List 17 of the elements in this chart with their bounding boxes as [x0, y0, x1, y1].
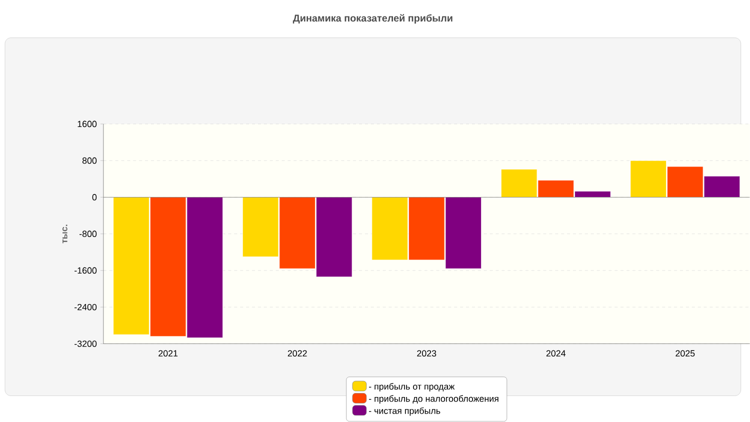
x-tick-label: 2023: [417, 350, 436, 357]
y-axis-title: тыс.: [62, 224, 68, 244]
y-tick-label: 1600: [78, 121, 97, 128]
chart-title: Динамика показателей прибыли: [292, 14, 452, 24]
y-tick-label: -3200: [74, 340, 97, 348]
x-tick-label: 2025: [676, 350, 695, 357]
y-tick-label: 0: [92, 194, 97, 201]
x-tick-label: 2022: [288, 350, 307, 357]
y-tick-label: -2400: [74, 304, 97, 310]
x-tick-label: 2024: [546, 350, 566, 357]
y-tick-label: -1600: [74, 268, 97, 274]
legend-label: - прибыль до налогообложения: [369, 395, 498, 404]
y-tick-label: 800: [82, 158, 97, 164]
x-tick-label: 2021: [158, 350, 178, 357]
y-tick-label: -800: [80, 230, 97, 238]
legend-label: - чистая прибыль: [369, 408, 440, 416]
legend-label: - прибыль от продаж: [369, 383, 455, 392]
